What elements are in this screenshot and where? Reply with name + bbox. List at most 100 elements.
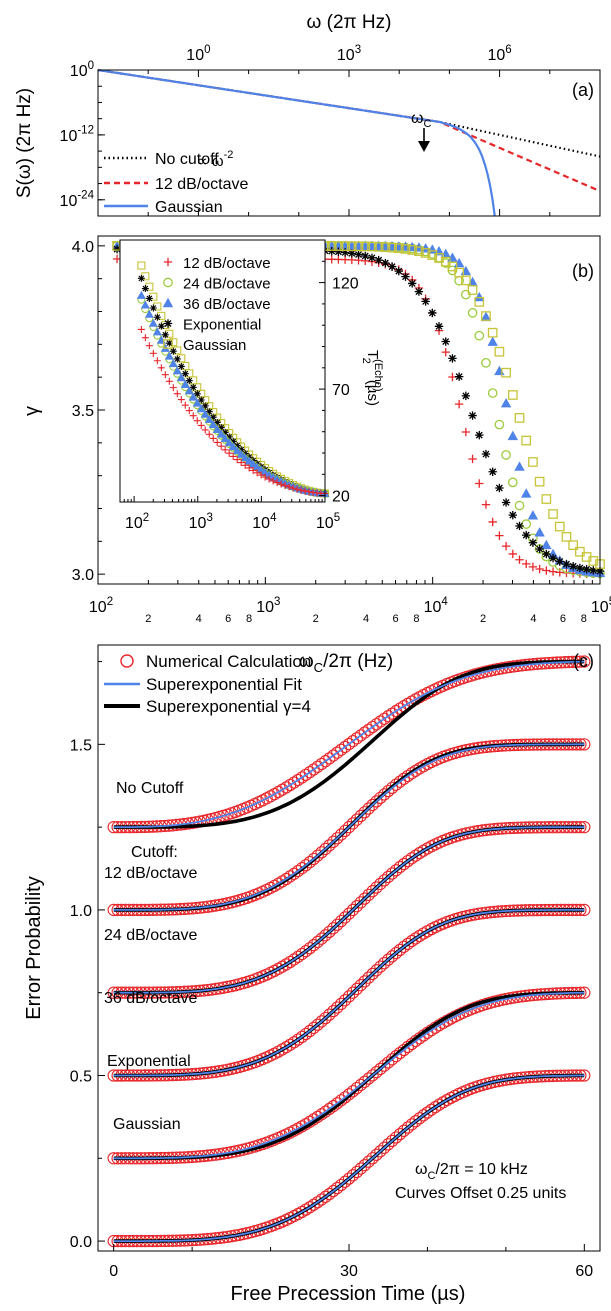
i-point [144,309,154,318]
panel-a-ylabel: S(ω) (2π Hz) [14,88,35,198]
b-x-tick-label: 102 [89,596,113,616]
c-point [362,971,375,984]
i-point [153,357,161,365]
c-point [366,1069,379,1082]
b-point [487,388,498,398]
i-point [145,342,153,350]
b-point [528,538,538,547]
c-point [354,979,367,992]
c-point [327,835,340,848]
c-point [346,1169,360,1182]
b-point [474,291,485,302]
c-point [323,1187,336,1201]
c-point [319,842,332,856]
b-point [582,565,591,574]
panel-b-xlabel: ωC/2π (Hz) [299,651,393,675]
c-point [350,899,363,913]
c-point [374,877,387,891]
c-point [385,781,399,795]
i-y-tick-label: 20 [332,489,350,506]
b-point [420,248,431,258]
c-y-tick-label: 1.5 [70,737,92,754]
i-point [161,331,169,339]
c-point [401,1040,414,1054]
i-point [172,366,182,375]
c-point [342,990,356,1003]
a-series-dotted [97,68,601,158]
c-point [358,1075,371,1088]
b-point [507,390,518,400]
c-point [370,881,383,894]
c-point [370,1148,383,1161]
a-y-tick-label: 100 [70,60,94,80]
i-legend-marker [163,339,173,349]
i-point [169,384,177,392]
legend-c-fit: Superexponential Fit [146,675,302,694]
panel-c-tag: (c) [573,651,594,671]
c-point [389,1131,403,1144]
i-point [225,433,233,441]
c-point [350,1165,363,1179]
panel-a-legend: No cutoff 12 dB/octave Gaussian [104,151,249,216]
i-point [228,442,238,451]
c-point [370,964,383,977]
b-x-minor-label: 2 [480,613,486,625]
i-point [221,428,229,436]
c-point [338,911,352,924]
b-point [475,430,484,440]
b-point [467,308,478,318]
inset-axes: 102 103 104 105 20 70 120 [119,260,359,532]
b-point [515,555,524,564]
i-point [149,349,157,357]
i-point [184,386,194,395]
b-point [494,346,505,357]
i-point [216,429,226,438]
c-point [342,1088,356,1101]
c-point [397,1124,411,1137]
b-point [541,494,552,504]
b-point [514,413,525,423]
c-point [350,982,363,996]
i-point [229,452,237,460]
curve-label-no-cutoff: No Cutoff [116,780,184,797]
b-point [334,247,343,256]
i-point [185,377,193,385]
i-point [253,469,261,477]
b-point [441,347,450,357]
c-point [346,986,360,999]
i-point [137,274,145,282]
i-point [257,471,265,479]
i-point [248,459,258,468]
c-point [362,888,375,902]
b-point [427,250,438,260]
b-point [340,248,350,257]
i-point [273,479,281,487]
c-point [291,864,305,878]
i-point [192,398,202,407]
i-point [200,409,210,418]
b-point [346,241,357,252]
c-point [382,953,395,966]
c-fit-line [113,1074,585,1242]
c-point [335,997,348,1011]
c-point [362,1072,375,1085]
i-point [232,446,242,455]
b-point [501,450,511,460]
c-point [299,859,313,872]
c-point [491,662,505,676]
b-point [454,372,464,381]
b-x-minor-label: 4 [530,613,536,625]
c-point [319,929,332,942]
c-point [307,852,320,866]
c-point [366,798,379,812]
c-point [303,855,316,869]
c-point [323,839,336,852]
c-point [338,824,352,838]
b-point [575,546,585,557]
i-point [188,392,198,401]
b-point [568,562,578,571]
c-point [323,1008,336,1021]
b-point [461,391,471,401]
c-point [495,662,509,675]
